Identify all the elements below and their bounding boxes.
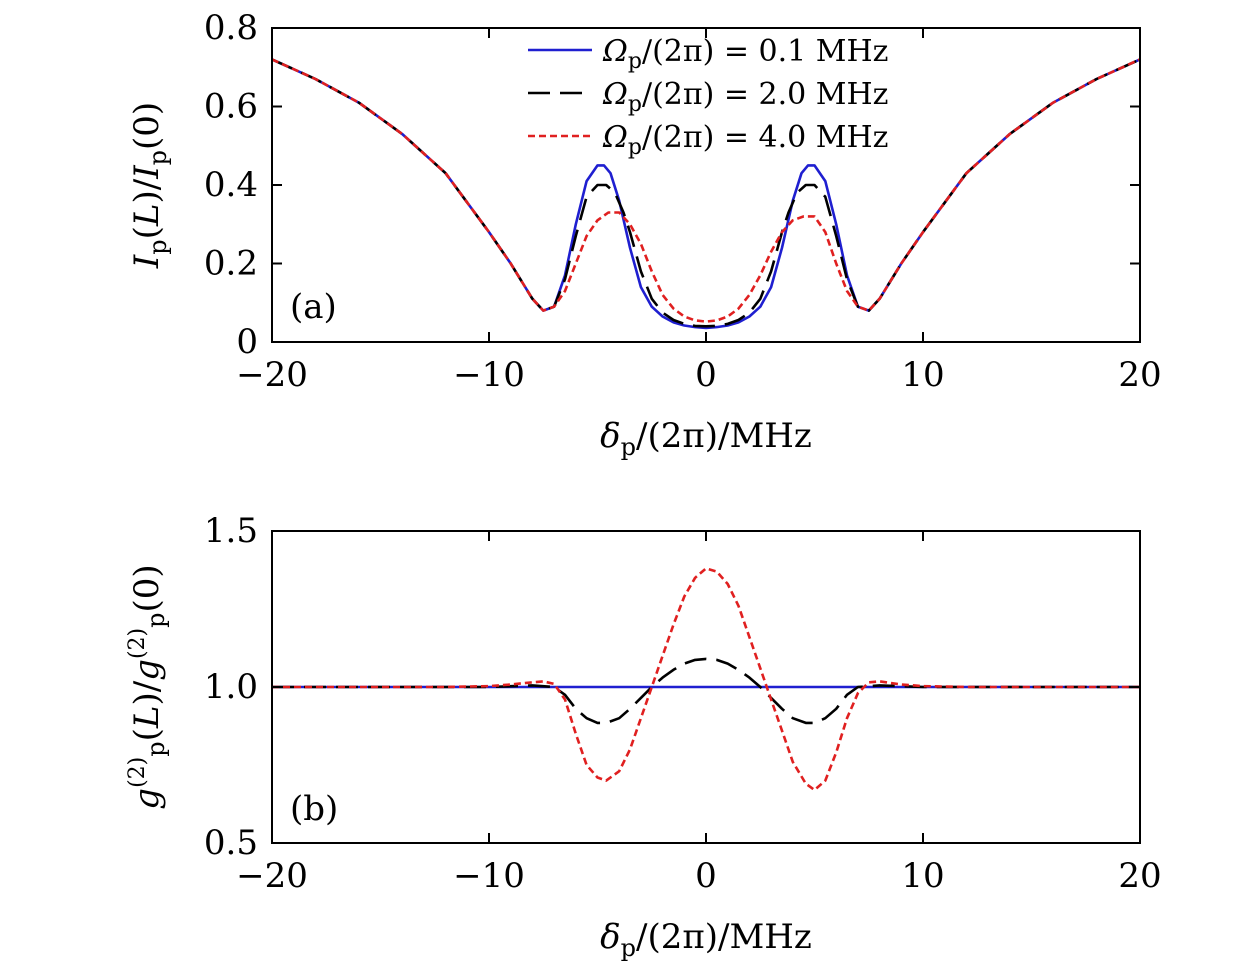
x-tick-label: 20 <box>1118 856 1161 896</box>
y-tick-label: 0.8 <box>204 8 258 48</box>
x-axis-label: δp/(2π)/MHz <box>600 917 812 962</box>
series-line-3 <box>272 567 1140 792</box>
plot-frame <box>271 27 1141 343</box>
y-tick-label: 0.6 <box>204 87 258 127</box>
y-axis-label: Ip(L)/Ip(0) <box>127 102 172 269</box>
x-tick-label: 10 <box>901 355 944 395</box>
series-line-2 <box>272 58 1140 328</box>
series-line-3 <box>272 58 1140 323</box>
series-group <box>272 58 1140 330</box>
x-tick-label: −10 <box>453 856 525 896</box>
y-tick-label: 0 <box>236 322 258 362</box>
y-tick-label: 0.5 <box>204 823 258 863</box>
series-line-2 <box>272 657 1140 725</box>
x-tick-label: −10 <box>453 355 525 395</box>
panel-label: (b) <box>290 789 338 829</box>
y-tick-label: 0.4 <box>204 165 258 205</box>
y-tick-label: 0.2 <box>204 244 258 284</box>
x-tick-label: 0 <box>695 355 717 395</box>
legend-entry-3: Ωp/(2π) = 4.0 MHz <box>602 120 888 160</box>
panel-label: (a) <box>290 287 337 327</box>
x-tick-label: 20 <box>1118 355 1161 395</box>
x-tick-label: −20 <box>236 856 308 896</box>
legend-entry-1: Ωp/(2π) = 0.1 MHz <box>602 34 888 74</box>
panel-a-plot: −20 −10 0 10 20 0 0.2 0.4 0.6 0.8 (a) δp/(2π)/MHz Ip… <box>127 8 1162 461</box>
y-axis-label: g(2)p(L)/g(2)p(0) <box>125 564 170 809</box>
x-axis-label: δp/(2π)/MHz <box>600 416 812 461</box>
y-tick-label: 1.0 <box>204 667 258 707</box>
x-tick-label: 10 <box>901 856 944 896</box>
x-tick-label: −20 <box>236 355 308 395</box>
y-tick-label: 1.5 <box>204 511 258 551</box>
legend-entry-2: Ωp/(2π) = 2.0 MHz <box>602 77 888 117</box>
x-tick-label: 0 <box>695 856 717 896</box>
series-group <box>272 567 1140 792</box>
panel-b-plot: −20 −10 0 10 20 0.5 1.0 1.5 (b) δp/(2π)/MHz g(2)p(… <box>125 511 1162 962</box>
